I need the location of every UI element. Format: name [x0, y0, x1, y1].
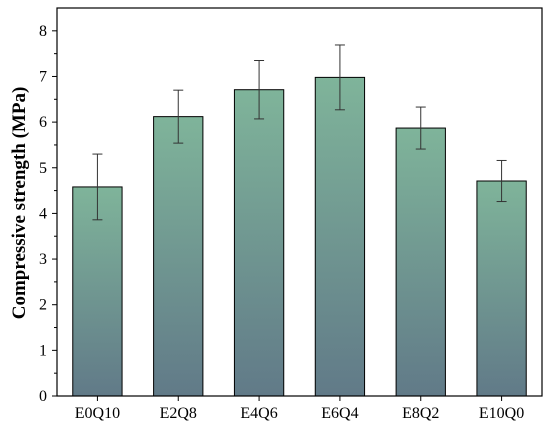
bar — [153, 116, 204, 397]
x-tick-label: E6Q4 — [321, 405, 358, 422]
y-tick-label: 0 — [39, 388, 47, 405]
y-tick-label: 2 — [39, 297, 47, 314]
y-tick-label: 5 — [39, 160, 47, 177]
y-tick-label: 8 — [39, 23, 47, 40]
x-tick-label: E8Q2 — [402, 405, 439, 422]
bar — [314, 76, 366, 397]
bar — [233, 89, 285, 397]
y-tick-label: 4 — [39, 205, 47, 222]
x-tick-label: E2Q8 — [160, 405, 197, 422]
y-tick-label: 3 — [39, 251, 47, 268]
y-tick-label: 6 — [39, 114, 47, 131]
bar — [72, 186, 123, 397]
x-tick-label: E0Q10 — [75, 405, 120, 422]
plot-frame — [56, 7, 543, 397]
x-tick-label: E4Q6 — [240, 405, 277, 422]
bar — [395, 127, 446, 397]
y-axis-title: Compressive strength (MPa) — [9, 87, 30, 320]
x-tick-label: E10Q0 — [479, 405, 524, 422]
y-tick-label: 1 — [39, 342, 47, 359]
y-tick-label: 7 — [39, 68, 47, 85]
bar — [476, 180, 527, 397]
